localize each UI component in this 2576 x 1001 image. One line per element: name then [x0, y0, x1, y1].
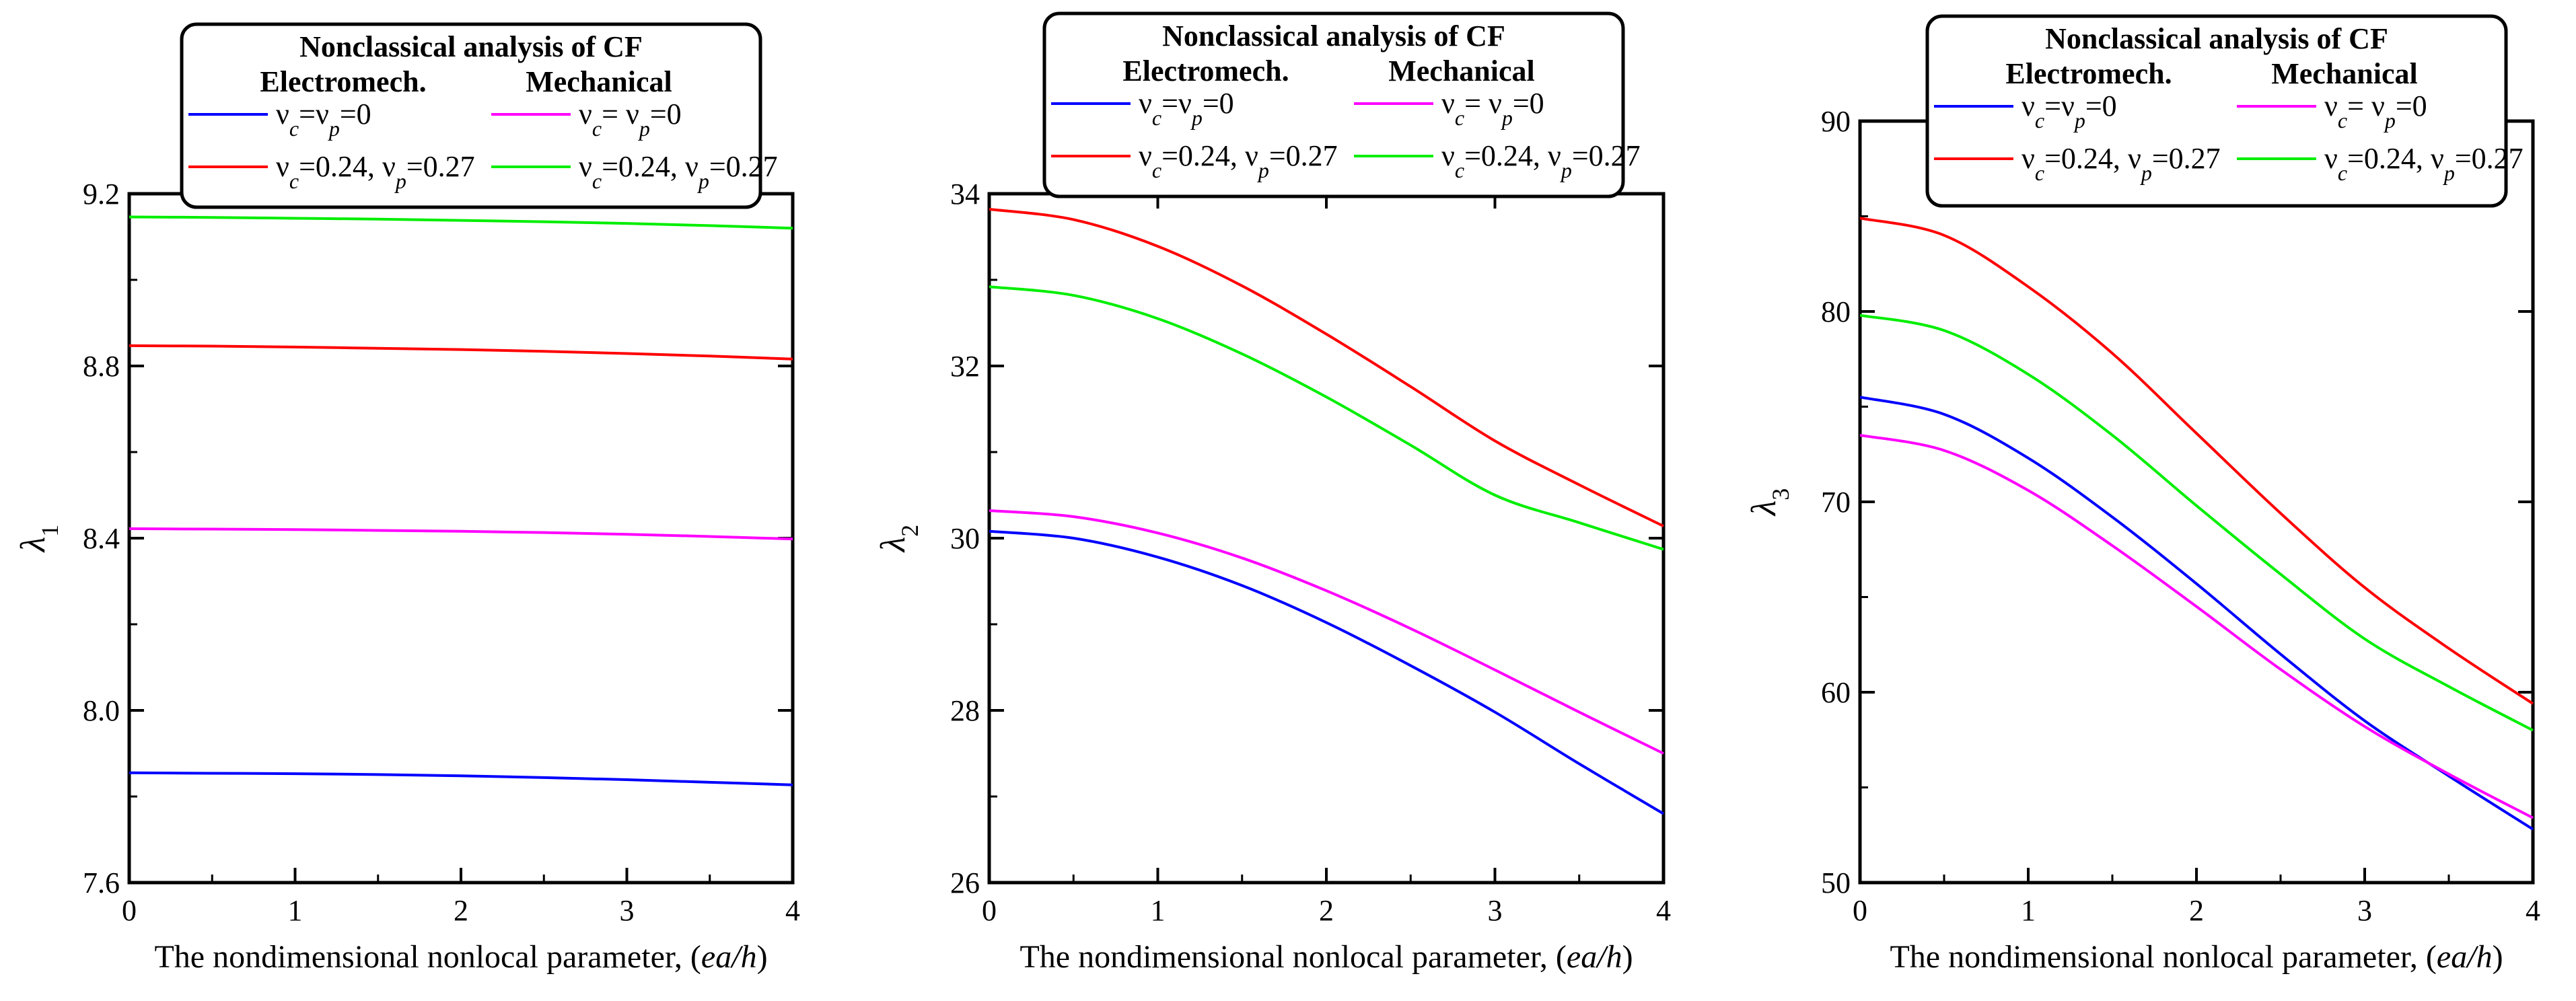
- chart-panel-1: 0 1 2 3 4 7.6 8.0 8.4 8.8 9.2 The nondimensional n…: [14, 22, 800, 975]
- y-tick-label: 8.0: [83, 694, 120, 727]
- chart-panel-3: 0 1 2 3 4 50 60 70 80 90 The nondimensional nonloc…: [1745, 14, 2540, 975]
- series-line-2: [989, 509, 1664, 755]
- series-line-1: [129, 771, 793, 786]
- x-tick-label: 0: [982, 894, 997, 927]
- x-tick-label: 2: [2189, 894, 2204, 927]
- y-tick-label: 9.2: [83, 178, 120, 211]
- series-line-3: [129, 344, 793, 361]
- legend-group-electromech: Electromech.: [1122, 54, 1289, 87]
- y-axis-label: λ1: [14, 525, 63, 554]
- plot-frame: [127, 192, 795, 885]
- legend-label-1: νc=νp=0: [276, 98, 371, 141]
- legend-group-mechanical: Mechanical: [1388, 54, 1535, 87]
- y-tick-label: 8.8: [83, 350, 120, 383]
- legend-label-4: νc=0.24, νp=0.27: [1441, 139, 1641, 182]
- legend-label-1: νc=νp=0: [1139, 87, 1234, 130]
- y-tick-label: 28: [950, 694, 980, 727]
- y-tick-label: 8.4: [83, 522, 120, 555]
- x-tick-label: 1: [288, 894, 303, 927]
- legend-title: Nonclassical analysis of CF: [1162, 20, 1505, 52]
- legend-label-4: νc=0.24, νp=0.27: [2324, 142, 2524, 185]
- y-axis-label: λ2: [874, 525, 923, 554]
- x-tick-label: 2: [454, 894, 468, 927]
- x-tick-label: 3: [1488, 894, 1503, 927]
- y-tick-label: 30: [950, 522, 980, 555]
- legend-title: Nonclassical analysis of CF: [2045, 22, 2388, 55]
- series-line-2: [129, 527, 793, 541]
- x-axis-label: The nondimensional nonlocal parameter, (…: [1019, 939, 1633, 975]
- y-tick-label: 7.6: [83, 866, 120, 899]
- legend-title: Nonclassical analysis of CF: [299, 30, 643, 63]
- legend-box: [1042, 11, 1625, 198]
- legend-box: [1925, 14, 2508, 208]
- x-tick-label: 1: [1151, 894, 1166, 927]
- legend-label-2: νc= νp=0: [579, 98, 682, 141]
- legend-label-3: νc=0.24, νp=0.27: [2022, 142, 2221, 185]
- y-tick-label: 34: [950, 178, 980, 211]
- legend-group-electromech: Electromech.: [260, 65, 426, 98]
- legend-label-3: νc=0.24, νp=0.27: [276, 150, 475, 193]
- y-tick-label: 26: [950, 866, 980, 899]
- x-tick-label: 3: [620, 894, 635, 927]
- x-tick-label: 2: [1319, 894, 1334, 927]
- legend-label-3: νc=0.24, νp=0.27: [1139, 139, 1338, 182]
- plot-frame: [987, 192, 1666, 885]
- x-tick-label: 0: [1853, 894, 1867, 927]
- legend-label-2: νc= νp=0: [2324, 89, 2427, 133]
- x-tick-label: 4: [2526, 894, 2540, 927]
- y-tick-label: 60: [1821, 676, 1851, 709]
- legend-group-electromech: Electromech.: [2005, 57, 2172, 90]
- series-line-1: [989, 529, 1665, 815]
- series-line-3: [1859, 217, 2534, 705]
- x-tick-label: 1: [2021, 894, 2036, 927]
- x-axis-label: The nondimensional nonlocal parameter, (…: [1890, 939, 2503, 975]
- x-tick-label: 0: [122, 894, 137, 927]
- series-line-4: [989, 285, 1664, 551]
- x-axis-label: The nondimensional nonlocal parameter, (…: [154, 939, 767, 975]
- y-tick-label: 32: [950, 350, 980, 383]
- y-tick-label: 80: [1821, 295, 1851, 328]
- plot-frame: [1858, 119, 2535, 885]
- y-tick-label: 70: [1821, 486, 1851, 519]
- y-tick-label: 90: [1821, 105, 1851, 138]
- legend-box: [180, 22, 762, 209]
- legend-label-4: νc=0.24, νp=0.27: [579, 150, 778, 193]
- legend-group-mechanical: Mechanical: [526, 65, 672, 98]
- series-line-4: [1859, 313, 2534, 732]
- series-line-4: [129, 215, 793, 230]
- legend-label-2: νc= νp=0: [1441, 87, 1544, 130]
- series-line-2: [1859, 433, 2534, 819]
- legend-group-mechanical: Mechanical: [2271, 57, 2418, 90]
- x-tick-label: 3: [2357, 894, 2372, 927]
- y-axis-label: λ3: [1745, 488, 1794, 517]
- legend-label-1: νc=νp=0: [2022, 89, 2117, 133]
- y-tick-label: 50: [1821, 866, 1851, 899]
- x-tick-label: 4: [1656, 894, 1671, 927]
- series-line-3: [989, 208, 1664, 527]
- x-tick-label: 4: [785, 894, 800, 927]
